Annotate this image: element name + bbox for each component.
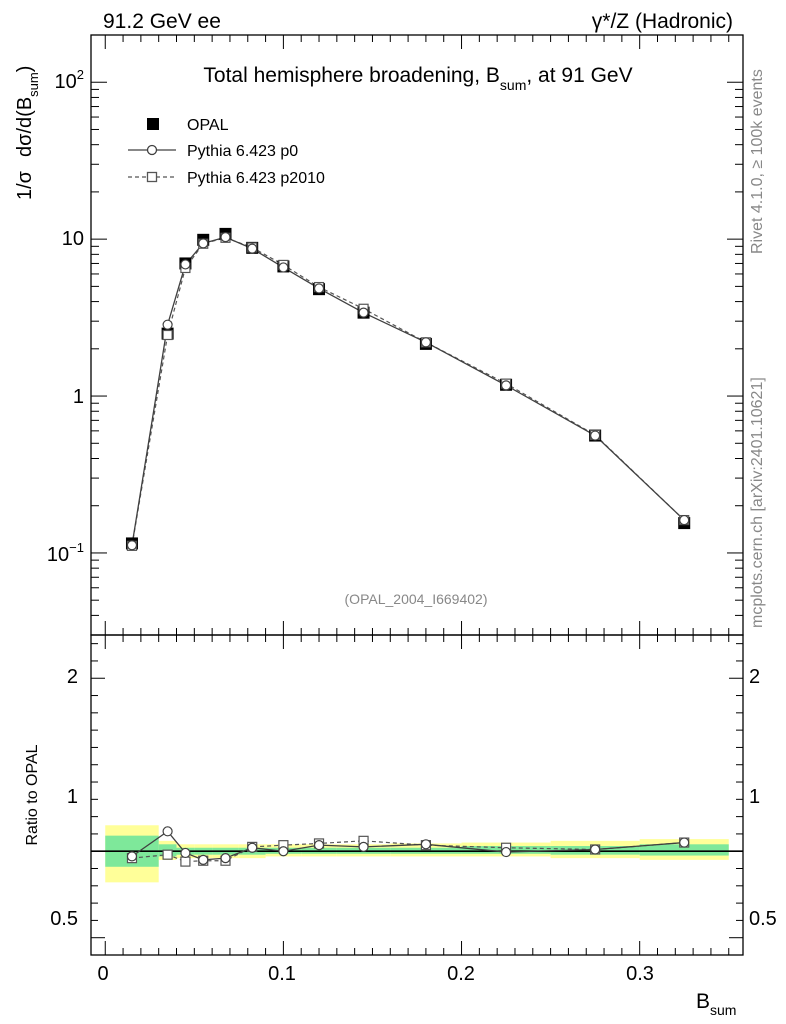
series-line-p0 xyxy=(131,236,685,546)
p0-marker xyxy=(180,259,191,270)
ratio-p0-marker xyxy=(358,841,369,852)
p0-marker xyxy=(420,337,432,348)
main-ylabel: 1/σdσ/d(Bsum) xyxy=(14,66,41,200)
p0-marker xyxy=(679,514,690,526)
ratio-p2010-marker xyxy=(162,849,173,860)
main-ytick-label: 10−1 xyxy=(47,540,84,566)
legend-p0-marker xyxy=(146,144,158,156)
legend-p2010-marker xyxy=(146,171,158,183)
p0-marker xyxy=(590,430,601,441)
rivet-version-label: Rivet 4.1.0, ≥ 100k events xyxy=(749,69,766,254)
ratio-ytick-label-right: 1 xyxy=(749,786,760,808)
ratio-p0-marker xyxy=(420,839,432,850)
ratio-band-inner xyxy=(639,844,729,856)
xtick-label: 0.2 xyxy=(447,963,475,985)
plot-title: Total hemisphere broadening, Bsum, at 91… xyxy=(203,64,632,93)
ratio-p0-marker xyxy=(679,837,690,848)
x-axis-label: Bsum xyxy=(696,990,736,1018)
ratio-p0-marker xyxy=(180,847,191,859)
ratio-p0-marker xyxy=(126,851,138,862)
header-right: γ*/Z (Hadronic) xyxy=(592,10,733,33)
legend-label-opal: OPAL xyxy=(187,117,229,134)
ratio-ytick-label-right: 0.5 xyxy=(749,908,777,930)
ratio-ytick-label-left: 1 xyxy=(67,786,78,808)
ratio-ylabel: Ratio to OPAL xyxy=(24,744,41,845)
ratio-p0-marker xyxy=(590,844,601,855)
analysis-id-label: (OPAL_2004_I669402) xyxy=(345,591,488,607)
ratio-p2010-marker xyxy=(180,856,191,867)
p0-marker xyxy=(162,319,173,330)
ratio-ytick-label-left: 2 xyxy=(67,666,78,688)
p0-marker xyxy=(278,262,289,273)
p0-marker xyxy=(313,283,325,294)
legend: OPAL Pythia 6.423 p0 Pythia 6.423 p2010 xyxy=(128,117,325,187)
legend-opal-marker xyxy=(147,118,159,130)
p0-marker xyxy=(198,238,209,249)
ratio-p0-marker xyxy=(162,826,173,837)
main-ytick-label: 102 xyxy=(55,67,84,93)
p2010-marker xyxy=(162,329,173,341)
ratio-frame xyxy=(90,634,744,956)
series-line-p2010 xyxy=(131,237,685,546)
main-data-layer xyxy=(125,227,691,551)
ratio-p0-marker xyxy=(313,840,325,851)
p0-marker xyxy=(220,232,231,243)
ratio-ytick-label-right: 2 xyxy=(749,666,760,688)
ratio-ytick-label-left: 0.5 xyxy=(50,908,78,930)
ratio-p0-marker xyxy=(198,854,209,865)
ratio-p0-marker xyxy=(500,846,512,858)
ratio-data-layer xyxy=(91,825,743,883)
xtick-label: 0 xyxy=(97,963,108,985)
ratio-p0-marker xyxy=(278,846,289,857)
p0-marker xyxy=(358,307,369,318)
ratio-panel: Ratio to OPAL 2 1 0.5 2 1 0.5 0 0.1 0.2 … xyxy=(24,634,777,1018)
main-panel: Total hemisphere broadening, Bsum, at 91… xyxy=(14,34,744,636)
p0-marker xyxy=(247,243,258,254)
main-ytick-label: 10 xyxy=(62,228,84,250)
xtick-label: 0.3 xyxy=(626,963,654,985)
p0-marker xyxy=(500,380,512,391)
main-axis-ticks xyxy=(91,34,743,636)
p0-marker xyxy=(126,540,138,551)
ratio-p0-marker xyxy=(220,853,231,864)
legend-label-p2010: Pythia 6.423 p2010 xyxy=(187,170,325,187)
xtick-label: 0.1 xyxy=(268,963,296,985)
ratio-p0-marker xyxy=(247,842,258,853)
main-ytick-label: 1 xyxy=(73,386,84,408)
mcplots-label: mcplots.cern.ch [arXiv:2401.10621] xyxy=(749,377,766,628)
header-left: 91.2 GeV ee xyxy=(103,10,221,33)
legend-label-p0: Pythia 6.423 p0 xyxy=(187,143,298,160)
ratio-axis-ticks xyxy=(91,635,743,956)
